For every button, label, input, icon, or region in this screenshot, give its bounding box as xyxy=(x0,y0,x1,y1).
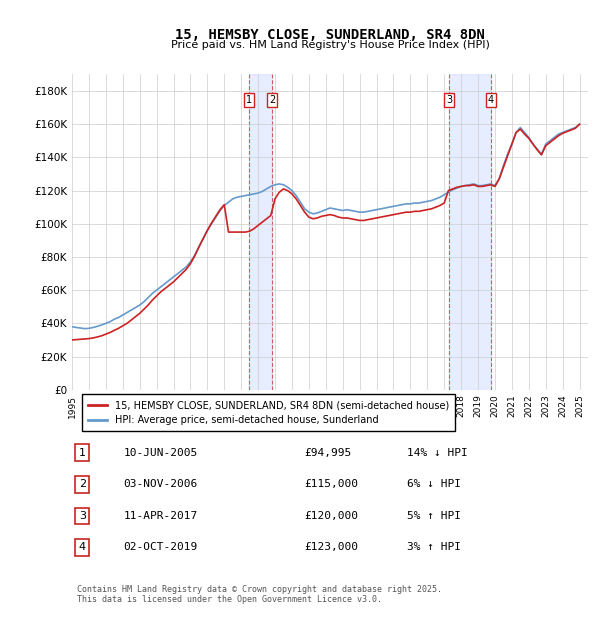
Text: 4: 4 xyxy=(79,542,86,552)
Text: 03-NOV-2006: 03-NOV-2006 xyxy=(124,479,198,489)
Text: £94,995: £94,995 xyxy=(304,448,352,458)
Text: 2: 2 xyxy=(269,95,275,105)
Text: 1: 1 xyxy=(79,448,86,458)
Text: Contains HM Land Registry data © Crown copyright and database right 2025.
This d: Contains HM Land Registry data © Crown c… xyxy=(77,585,442,604)
Text: 02-OCT-2019: 02-OCT-2019 xyxy=(124,542,198,552)
Text: 11-APR-2017: 11-APR-2017 xyxy=(124,511,198,521)
Text: 14% ↓ HPI: 14% ↓ HPI xyxy=(407,448,468,458)
Bar xyxy=(449,74,491,390)
Text: 5% ↑ HPI: 5% ↑ HPI xyxy=(407,511,461,521)
Text: 10-JUN-2005: 10-JUN-2005 xyxy=(124,448,198,458)
Text: 3: 3 xyxy=(79,511,86,521)
Text: 1: 1 xyxy=(245,95,251,105)
Text: Price paid vs. HM Land Registry's House Price Index (HPI): Price paid vs. HM Land Registry's House … xyxy=(170,40,490,50)
Text: £115,000: £115,000 xyxy=(304,479,358,489)
Bar xyxy=(248,74,272,390)
Legend: 15, HEMSBY CLOSE, SUNDERLAND, SR4 8DN (semi-detached house), HPI: Average price,: 15, HEMSBY CLOSE, SUNDERLAND, SR4 8DN (s… xyxy=(82,394,455,431)
Text: 6% ↓ HPI: 6% ↓ HPI xyxy=(407,479,461,489)
Text: 3: 3 xyxy=(446,95,452,105)
Text: 15, HEMSBY CLOSE, SUNDERLAND, SR4 8DN: 15, HEMSBY CLOSE, SUNDERLAND, SR4 8DN xyxy=(175,28,485,42)
Text: 2: 2 xyxy=(79,479,86,489)
Text: £120,000: £120,000 xyxy=(304,511,358,521)
Text: £123,000: £123,000 xyxy=(304,542,358,552)
Text: 3% ↑ HPI: 3% ↑ HPI xyxy=(407,542,461,552)
Text: 4: 4 xyxy=(488,95,494,105)
